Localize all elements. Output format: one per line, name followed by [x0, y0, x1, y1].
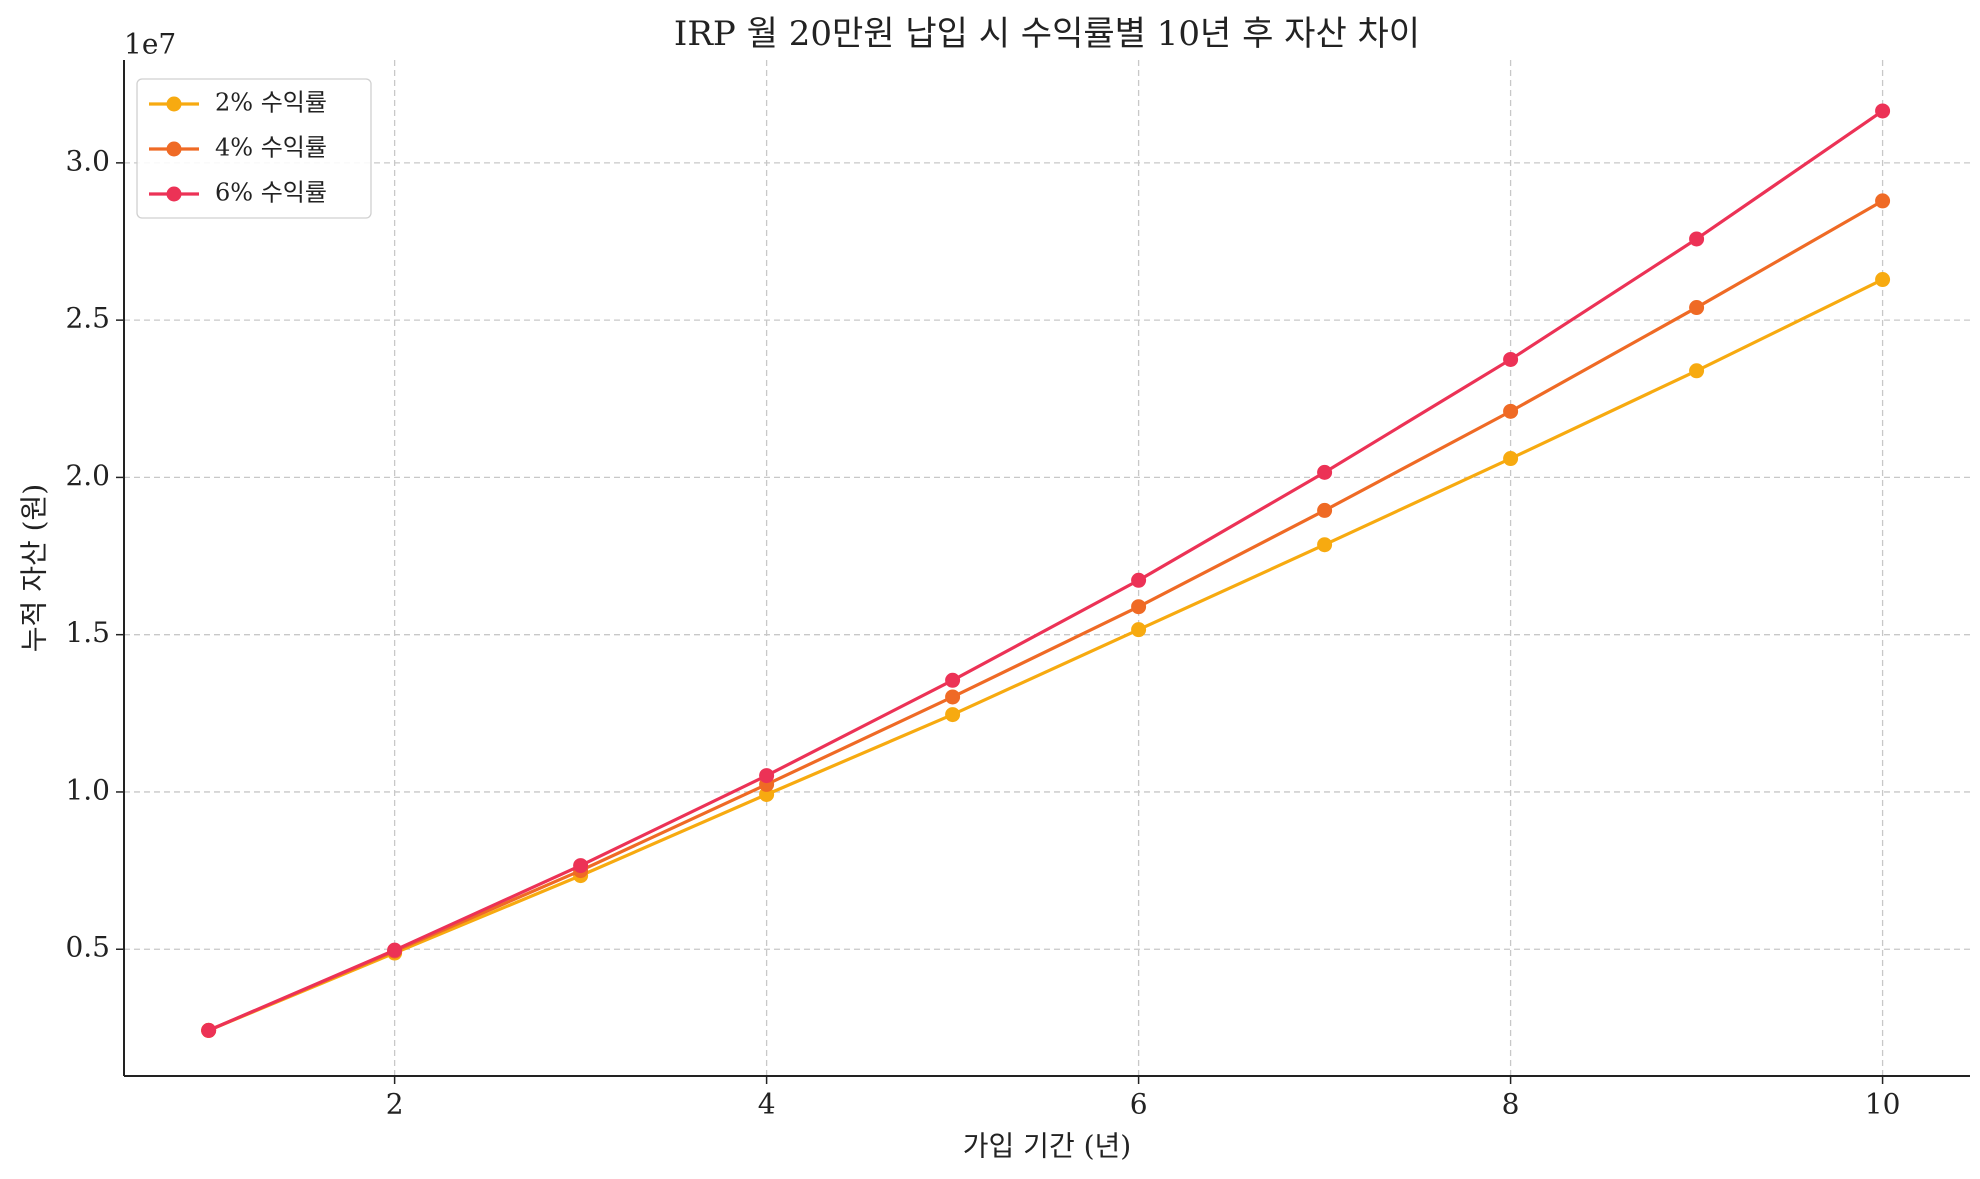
legend-label: 2% 수익률: [215, 89, 327, 117]
data-point: [759, 768, 775, 784]
data-point: [1503, 403, 1519, 419]
y-tick-label: 0.5: [65, 931, 110, 964]
y-tick-label: 3.0: [65, 144, 110, 177]
data-point: [1875, 103, 1891, 119]
x-tick-label: 4: [758, 1088, 776, 1121]
legend-label: 4% 수익률: [215, 134, 327, 162]
data-point: [1875, 193, 1891, 209]
data-point: [387, 942, 403, 958]
data-point: [1689, 363, 1705, 379]
data-point: [1131, 599, 1147, 615]
data-point: [1317, 464, 1333, 480]
data-point: [201, 1022, 217, 1038]
data-point: [945, 707, 961, 723]
chart-title: IRP 월 20만원 납입 시 수익률별 10년 후 자산 차이: [674, 14, 1420, 54]
data-point: [1689, 231, 1705, 247]
series-line: [208, 278, 1884, 1032]
legend-label: 6% 수익률: [215, 179, 327, 207]
y-tick-label: 1.5: [65, 616, 110, 649]
data-point: [1131, 572, 1147, 588]
x-tick-label: 6: [1130, 1088, 1148, 1121]
data-point: [945, 672, 961, 688]
x-tick-label: 8: [1502, 1088, 1520, 1121]
y-tick-label: 2.5: [65, 302, 110, 335]
data-point: [1317, 537, 1333, 553]
y-offset-label: 1e7: [124, 28, 176, 61]
series-line: [207, 109, 1884, 1032]
legend-marker: [166, 186, 182, 202]
legend-marker: [166, 96, 182, 112]
x-tick-label: 2: [386, 1088, 404, 1121]
data-point: [1503, 451, 1519, 467]
legend-box: [136, 78, 372, 219]
y-tick-label: 1.0: [65, 773, 110, 806]
x-axis-label: 가입 기간 (년): [963, 1130, 1131, 1163]
data-point: [945, 689, 961, 705]
legend: 2% 수익률 4% 수익률 6% 수익률: [136, 78, 372, 219]
data-point: [1875, 272, 1891, 288]
y-tick-label: 2.0: [65, 459, 110, 492]
legend-marker: [166, 141, 182, 157]
data-point: [1503, 351, 1519, 367]
data-point: [1689, 300, 1705, 316]
series-line: [208, 199, 1884, 1032]
data-point: [573, 858, 589, 874]
data-point: [1131, 622, 1147, 638]
data-point: [1317, 502, 1333, 518]
y-axis-label: 누적 자산 (원): [18, 484, 51, 652]
x-tick-label: 10: [1865, 1088, 1901, 1121]
